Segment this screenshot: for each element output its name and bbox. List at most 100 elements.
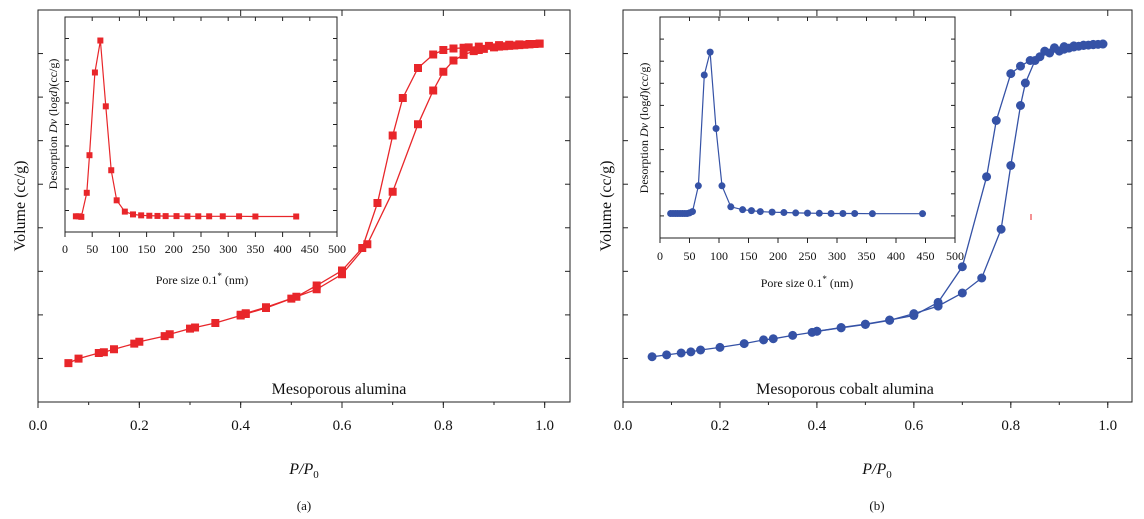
- inset-data-point: [727, 203, 735, 211]
- data-point: [388, 131, 397, 140]
- inset-data-point: [146, 212, 153, 219]
- inset-x-tick-label: 200: [165, 242, 183, 256]
- inset-data-point: [86, 152, 93, 159]
- inset-data-point: [694, 182, 702, 190]
- data-points: [64, 39, 544, 368]
- data-point: [1088, 39, 1098, 49]
- inset-data-point: [815, 209, 823, 217]
- inset-data-point: [919, 210, 927, 218]
- data-point: [977, 273, 987, 283]
- inset-x-tick-label: 500: [946, 249, 964, 263]
- data-point: [312, 281, 321, 290]
- data-point: [287, 294, 296, 303]
- data-point: [1098, 39, 1108, 49]
- data-point: [439, 46, 448, 54]
- inset-points: [667, 48, 927, 218]
- data-point: [812, 326, 822, 336]
- data-point: [957, 262, 967, 272]
- data-point: [429, 50, 438, 59]
- inset-data-point: [839, 209, 847, 217]
- inset-chart: 0 50 100 150 200 250 300 350 400 450 500 Pore size…: [46, 16, 346, 287]
- data-point: [74, 354, 83, 363]
- inset-data-point: [739, 206, 747, 214]
- inset-data-point: [97, 37, 104, 44]
- inset-chart: 0 50 100 150 200 250 300 350 400 450 500 Pore size…: [637, 16, 964, 290]
- data-point: [110, 345, 118, 354]
- data-point: [860, 320, 870, 329]
- x-tick-label: 0.0: [29, 418, 48, 434]
- inset-x-ticks: 0 50 100 150 200 250 300 350 400 450 500: [657, 17, 964, 263]
- data-point: [696, 345, 706, 355]
- data-point: [788, 330, 798, 340]
- inset-x-ticks: 0 50 100 150 200 250 300 350 400 450 500: [62, 17, 346, 256]
- inset-x-tick-label: 350: [246, 242, 264, 256]
- data-point: [241, 309, 250, 318]
- inset-x-tick-label: 50: [86, 242, 98, 256]
- inset-x-label-sup: *: [217, 271, 222, 281]
- data-point: [373, 199, 382, 207]
- data-point: [449, 44, 458, 53]
- x-tick-label: 0.0: [614, 418, 633, 434]
- inset-data-point: [780, 209, 788, 217]
- data-point: [1069, 41, 1079, 51]
- data-point: [1030, 56, 1040, 65]
- inset-y-label-italic2: d: [46, 90, 60, 97]
- inset-y-label-italic1: Dv: [46, 118, 60, 134]
- inset-x-label-text: Pore size 0.1: [761, 276, 823, 290]
- inset-x-tick-label: 450: [917, 249, 935, 263]
- inset-data-point: [688, 208, 696, 216]
- inset-y-axis-label: Desorption Dv (logd)(cc/g): [637, 63, 651, 194]
- inset-plot-frame: [64, 16, 338, 233]
- inset-x-tick-label: 400: [887, 249, 905, 263]
- inset-data-point: [78, 213, 85, 220]
- inset-points: [72, 37, 300, 220]
- inset-data-point: [706, 48, 714, 56]
- inset-x-tick-label: 200: [769, 249, 787, 263]
- data-point: [135, 337, 144, 346]
- data-point: [459, 50, 468, 59]
- data-point: [933, 301, 943, 311]
- main-plot-frame: [622, 9, 1133, 403]
- inset-x-tick-label: 50: [684, 249, 696, 263]
- data-point: [211, 319, 220, 327]
- inset-data-point: [91, 69, 98, 76]
- data-point: [836, 323, 846, 333]
- inset-data-point: [154, 212, 161, 219]
- inset-data-point: [184, 213, 191, 220]
- data-point: [739, 339, 749, 349]
- data-point: [398, 94, 407, 102]
- data-point: [490, 43, 498, 52]
- chart-panel-a: 0.0 0.2 0.4 0.6 0.8 1.0 Volume (cc/g) P/P0 Me…: [12, 9, 571, 513]
- inset-data-point: [768, 208, 776, 216]
- inset-data-point: [102, 103, 109, 110]
- inset-y-label-mid: (log: [637, 101, 651, 123]
- data-point: [662, 350, 672, 360]
- inset-data-point: [206, 213, 213, 220]
- data-point: [495, 41, 504, 50]
- inset-data-point: [756, 208, 764, 216]
- inset-data-point: [162, 213, 169, 220]
- data-point: [1006, 69, 1016, 79]
- data-point: [991, 116, 1001, 125]
- inset-data-point: [827, 209, 835, 217]
- x-axis-label-sub: 0: [886, 469, 892, 481]
- data-point: [1016, 61, 1026, 71]
- data-point: [292, 292, 301, 301]
- data-point: [500, 42, 509, 51]
- inset-data-point: [293, 213, 300, 220]
- x-tick-label: 0.4: [231, 418, 250, 434]
- inset-y-label-prefix: Desorption: [46, 133, 60, 189]
- inset-x-tick-label: 300: [828, 249, 846, 263]
- inset-data-point: [700, 71, 708, 79]
- data-point: [414, 120, 422, 129]
- inset-x-tick-label: 100: [110, 242, 128, 256]
- data-point: [160, 332, 169, 341]
- data-point: [439, 67, 448, 76]
- data-point: [64, 359, 73, 368]
- inset-x-tick-label: 500: [328, 242, 346, 256]
- x-axis-label-main: P/P: [861, 461, 886, 478]
- inset-x-tick-label: 250: [799, 249, 817, 263]
- x-axis-ticks: 0.0 0.2 0.4 0.6 0.8 1.0: [614, 10, 1132, 434]
- x-tick-label: 0.2: [130, 418, 149, 434]
